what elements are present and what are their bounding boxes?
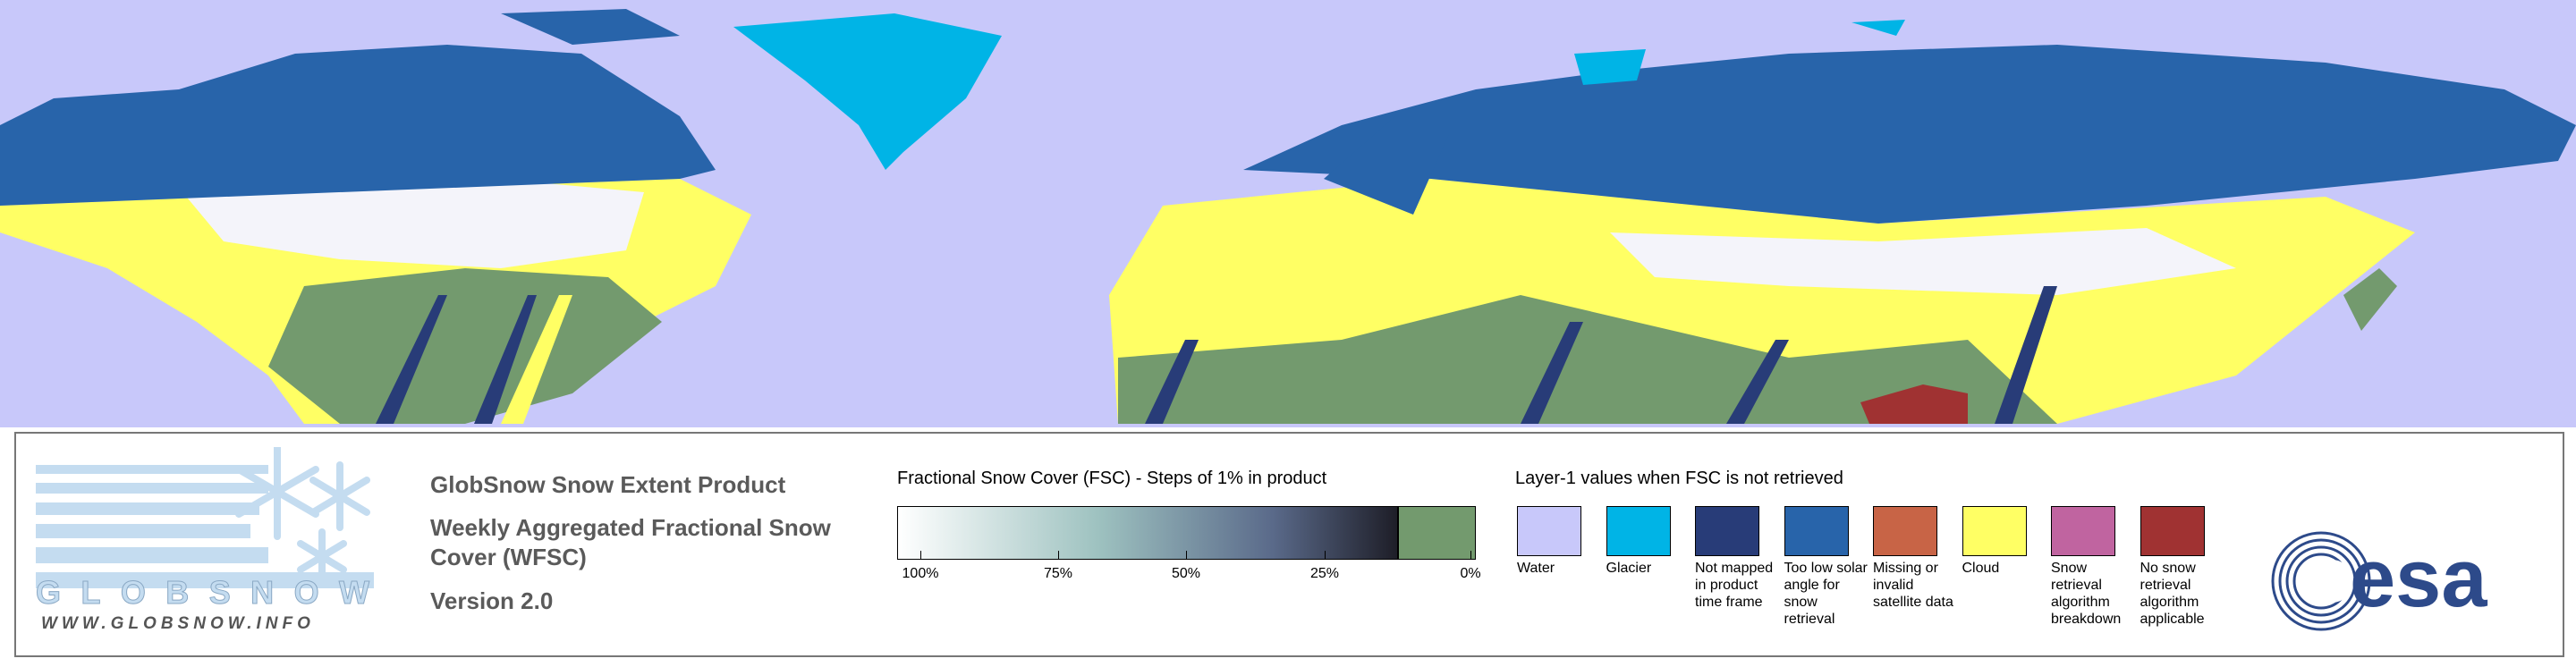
logo-url: WWW.GLOBSNOW.INFO bbox=[41, 614, 315, 633]
fsc-label: 0% bbox=[1460, 566, 1481, 581]
layer1-label: Not mapped in product time frame bbox=[1695, 561, 1774, 610]
fsc-label: 75% bbox=[1043, 566, 1073, 581]
legend-panel bbox=[14, 432, 2564, 657]
layer1-swatch bbox=[2051, 506, 2115, 556]
fsc-title: Fractional Snow Cover (FSC) - Steps of 1… bbox=[897, 469, 1327, 488]
fsc-label: 25% bbox=[1309, 566, 1340, 581]
product-title: GlobSnow Snow Extent Product bbox=[430, 471, 786, 498]
fsc-tick bbox=[1325, 551, 1326, 560]
fsc-gradient bbox=[897, 506, 1398, 560]
fsc-tick bbox=[1186, 551, 1187, 560]
layer1-swatch bbox=[1962, 506, 2027, 556]
layer1-swatch bbox=[1606, 506, 1671, 556]
fsc-zero-box bbox=[1398, 506, 1476, 560]
layer1-swatch bbox=[2140, 506, 2205, 556]
layer1-title: Layer-1 values when FSC is not retrieved bbox=[1515, 469, 1843, 488]
esa-text: esa bbox=[2350, 533, 2487, 624]
globsnow-logo: GLOBSNOW WWW.GLOBSNOW.INFO bbox=[36, 447, 374, 633]
layer1-swatch bbox=[1517, 506, 1581, 556]
esa-logo: esa bbox=[2271, 531, 2487, 631]
layer1-label: Missing or invalid satellite data bbox=[1873, 561, 1953, 610]
fsc-tick bbox=[1470, 551, 1471, 560]
layer1-swatch bbox=[1873, 506, 1937, 556]
layer1-swatch bbox=[1695, 506, 1759, 556]
fsc-label: 100% bbox=[902, 566, 939, 581]
fsc-tick bbox=[1058, 551, 1059, 560]
layer1-label: Too low solar angle for snow retrieval bbox=[1784, 561, 1868, 627]
layer1-label: Water bbox=[1517, 561, 1555, 576]
layer1-label: Cloud bbox=[1962, 561, 2000, 576]
layer1-swatch bbox=[1784, 506, 1849, 556]
snow-map bbox=[0, 0, 2576, 427]
layer1-label: No snow retrieval algorithm applicable bbox=[2140, 561, 2205, 627]
fsc-label: 50% bbox=[1171, 566, 1201, 581]
fsc-tick bbox=[920, 551, 921, 560]
layer1-label: Snow retrieval algorithm breakdown bbox=[2051, 561, 2122, 627]
product-version: Version 2.0 bbox=[430, 587, 554, 614]
layer1-label: Glacier bbox=[1606, 561, 1652, 576]
product-subtitle: Weekly Aggregated Fractional Snow Cover … bbox=[430, 514, 831, 570]
